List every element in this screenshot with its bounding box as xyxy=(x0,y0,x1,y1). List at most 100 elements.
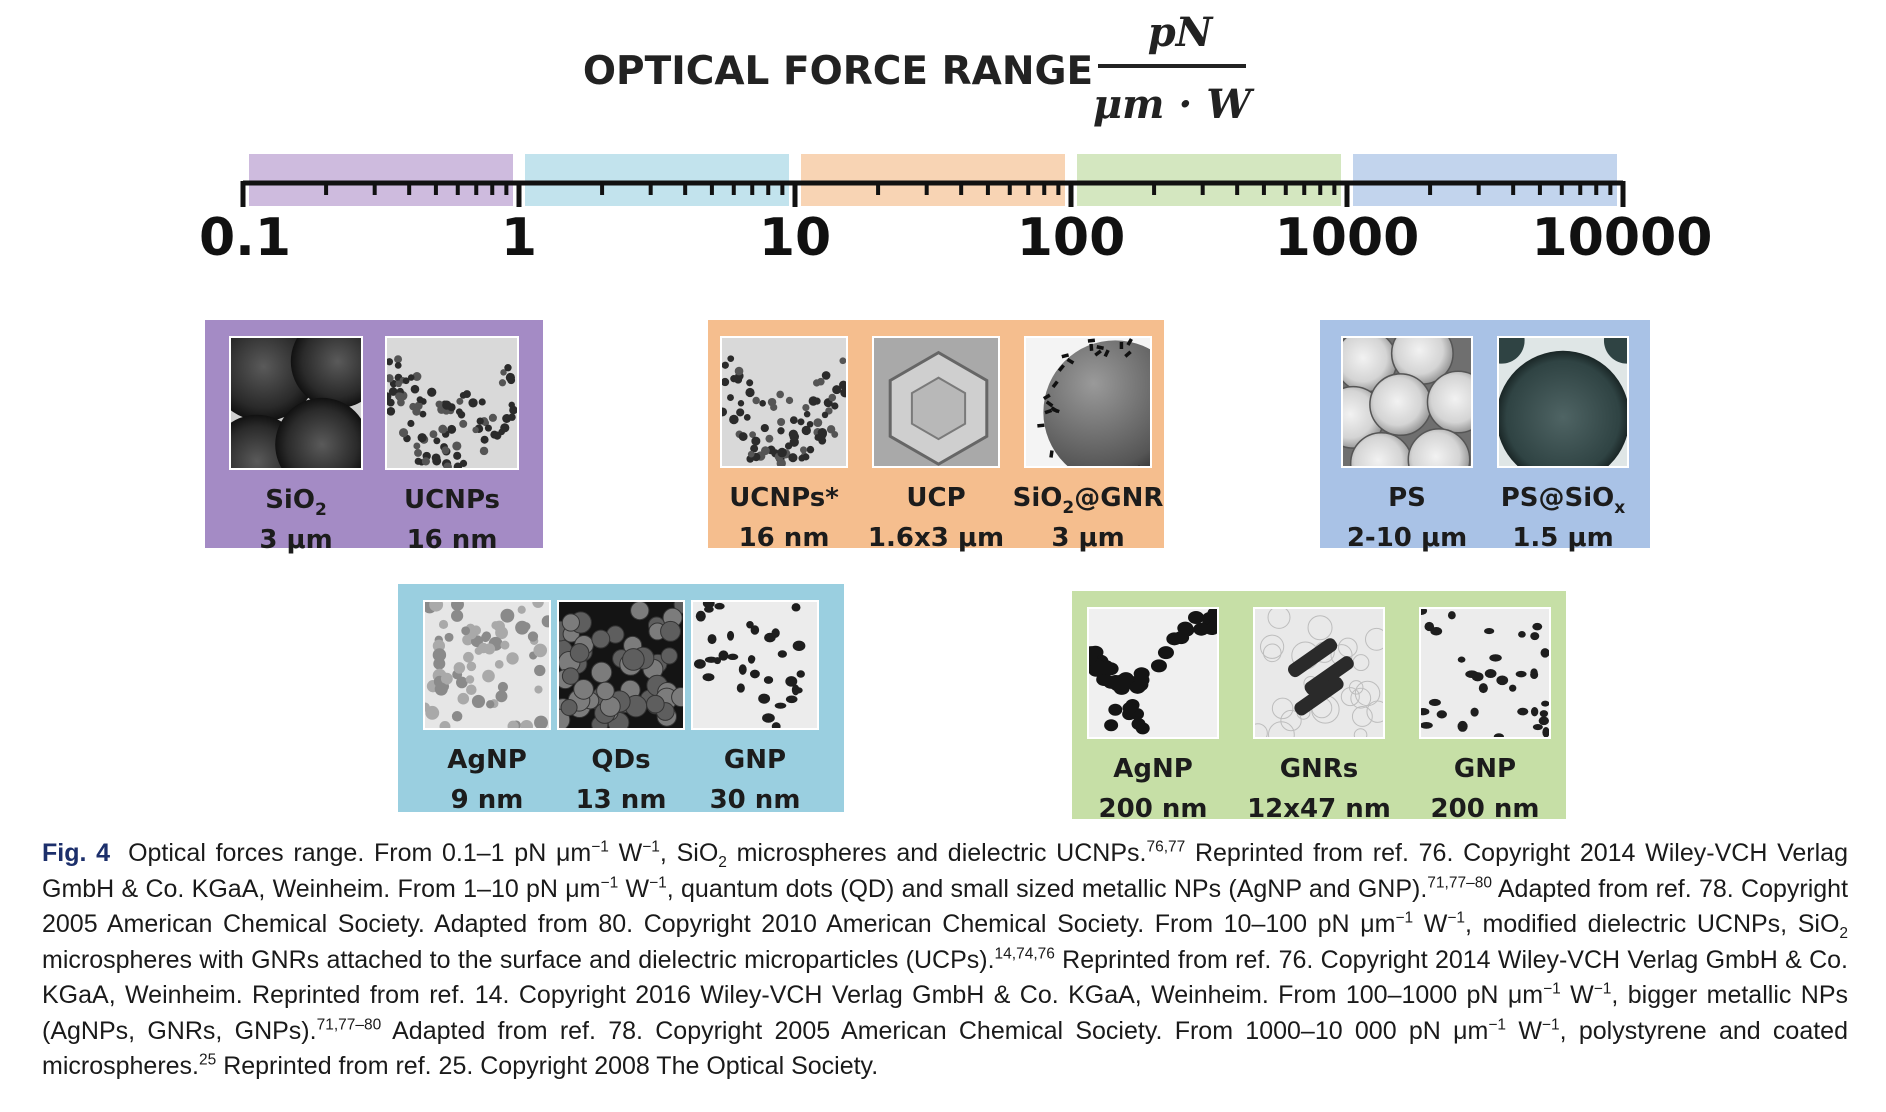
particle xyxy=(777,447,787,458)
nanorod xyxy=(1087,338,1096,343)
decade-band-0 xyxy=(249,154,513,206)
particle xyxy=(622,648,645,671)
particle xyxy=(1428,698,1441,707)
particle xyxy=(387,374,394,383)
particle xyxy=(799,446,808,454)
particle xyxy=(1493,733,1504,737)
particle xyxy=(1369,373,1433,437)
particle xyxy=(1499,350,1627,466)
particle xyxy=(560,699,578,717)
caption-text: Optical forces range. From 0.1–1 pN μm xyxy=(128,839,592,867)
particle xyxy=(444,632,454,642)
particle xyxy=(839,380,846,390)
nanorod xyxy=(1057,364,1065,372)
sample-name-text: UCP xyxy=(906,483,965,513)
sample-name: AgNP xyxy=(447,745,527,775)
nanorod xyxy=(1124,350,1132,358)
particle xyxy=(472,426,479,434)
caption-supscript: −1 xyxy=(1395,909,1414,927)
caption-supscript: −1 xyxy=(1541,1016,1560,1034)
particle xyxy=(797,418,805,426)
particle xyxy=(776,390,784,399)
particle xyxy=(1447,611,1456,620)
particle xyxy=(1436,710,1447,719)
nanorod xyxy=(1175,382,1183,388)
particle xyxy=(1541,700,1549,707)
particle xyxy=(727,394,734,402)
caption-text: Adapted from ref. 78. Copyright 2005 Ame… xyxy=(42,874,1849,939)
particle xyxy=(1207,609,1217,620)
particle xyxy=(1122,702,1137,715)
caption-text: , quantum dots (QD) and small sized meta… xyxy=(666,874,1428,903)
caption-supscript: −1 xyxy=(1543,980,1561,998)
particle xyxy=(459,459,468,468)
sample-size: 30 nm xyxy=(710,785,801,815)
particle xyxy=(1603,338,1627,364)
particle xyxy=(1421,708,1430,716)
particle xyxy=(777,427,785,435)
particle xyxy=(749,669,760,679)
caption-text: , bigger metallic NPs (AgNPs, GNRs, GNPs… xyxy=(42,981,1848,1045)
axis-tick-labels: 0.1 1 10 100 1000 10000 xyxy=(199,208,1713,268)
particle xyxy=(498,379,507,387)
particle xyxy=(497,681,508,693)
particle xyxy=(527,631,539,642)
tick-label: 100 xyxy=(1017,208,1126,268)
particle xyxy=(1478,683,1488,694)
particle xyxy=(508,401,515,409)
sample-name: SiO2 xyxy=(265,485,327,520)
particle xyxy=(419,410,427,418)
particle xyxy=(1157,646,1174,660)
particle xyxy=(532,602,544,608)
decade-band-4 xyxy=(1353,154,1617,206)
particle xyxy=(707,634,717,645)
particle xyxy=(1509,684,1517,692)
particle xyxy=(747,450,755,458)
particle xyxy=(425,702,430,712)
sample-size: 13 nm xyxy=(576,785,667,815)
particle xyxy=(275,397,361,468)
caption-text: W xyxy=(618,874,650,903)
sample-name-text: PS@SiO xyxy=(1501,483,1615,513)
particle xyxy=(1539,710,1549,718)
particle xyxy=(394,355,403,364)
particle xyxy=(429,430,438,439)
particle xyxy=(465,675,475,684)
sample-name-text: SiO xyxy=(265,485,315,515)
particle xyxy=(749,431,756,438)
particle xyxy=(481,633,490,643)
particle xyxy=(573,678,594,700)
nanorod xyxy=(1042,393,1051,401)
particle xyxy=(737,400,745,407)
sample-name: UCNPs* xyxy=(729,483,839,513)
particle xyxy=(290,338,361,409)
micrograph-background xyxy=(1255,609,1383,737)
nanorod xyxy=(1096,345,1104,350)
particle xyxy=(482,669,495,683)
caption-supscript: 14,74,76 xyxy=(994,945,1055,963)
particle xyxy=(792,640,806,652)
panel-decade-0.1-1: SiO2 3 μm UCNPs 16 nm xyxy=(205,320,543,555)
panel-decade-10-100: UCNPs* 16 nm UCP 1.6x3 μm SiO2@GNR 3 μm xyxy=(708,320,1183,553)
particle xyxy=(1043,340,1150,466)
particle xyxy=(1532,724,1543,731)
particle xyxy=(515,620,530,635)
particle xyxy=(453,451,462,460)
particle xyxy=(814,434,822,441)
particle xyxy=(785,695,798,704)
texture xyxy=(1260,634,1285,659)
particle xyxy=(1530,632,1540,641)
sample-name: UCP xyxy=(906,483,965,513)
particle xyxy=(1102,662,1119,676)
caption-supscript: −1 xyxy=(1593,980,1612,998)
particle xyxy=(459,419,468,428)
particle xyxy=(750,625,760,635)
sample-name: GNP xyxy=(724,745,786,775)
nanorod xyxy=(1175,449,1181,457)
particle xyxy=(771,722,781,728)
texture xyxy=(1366,700,1383,723)
texture xyxy=(1354,680,1381,707)
caption-supscript: −1 xyxy=(1488,1016,1507,1034)
caption-supscript: −1 xyxy=(591,838,609,856)
